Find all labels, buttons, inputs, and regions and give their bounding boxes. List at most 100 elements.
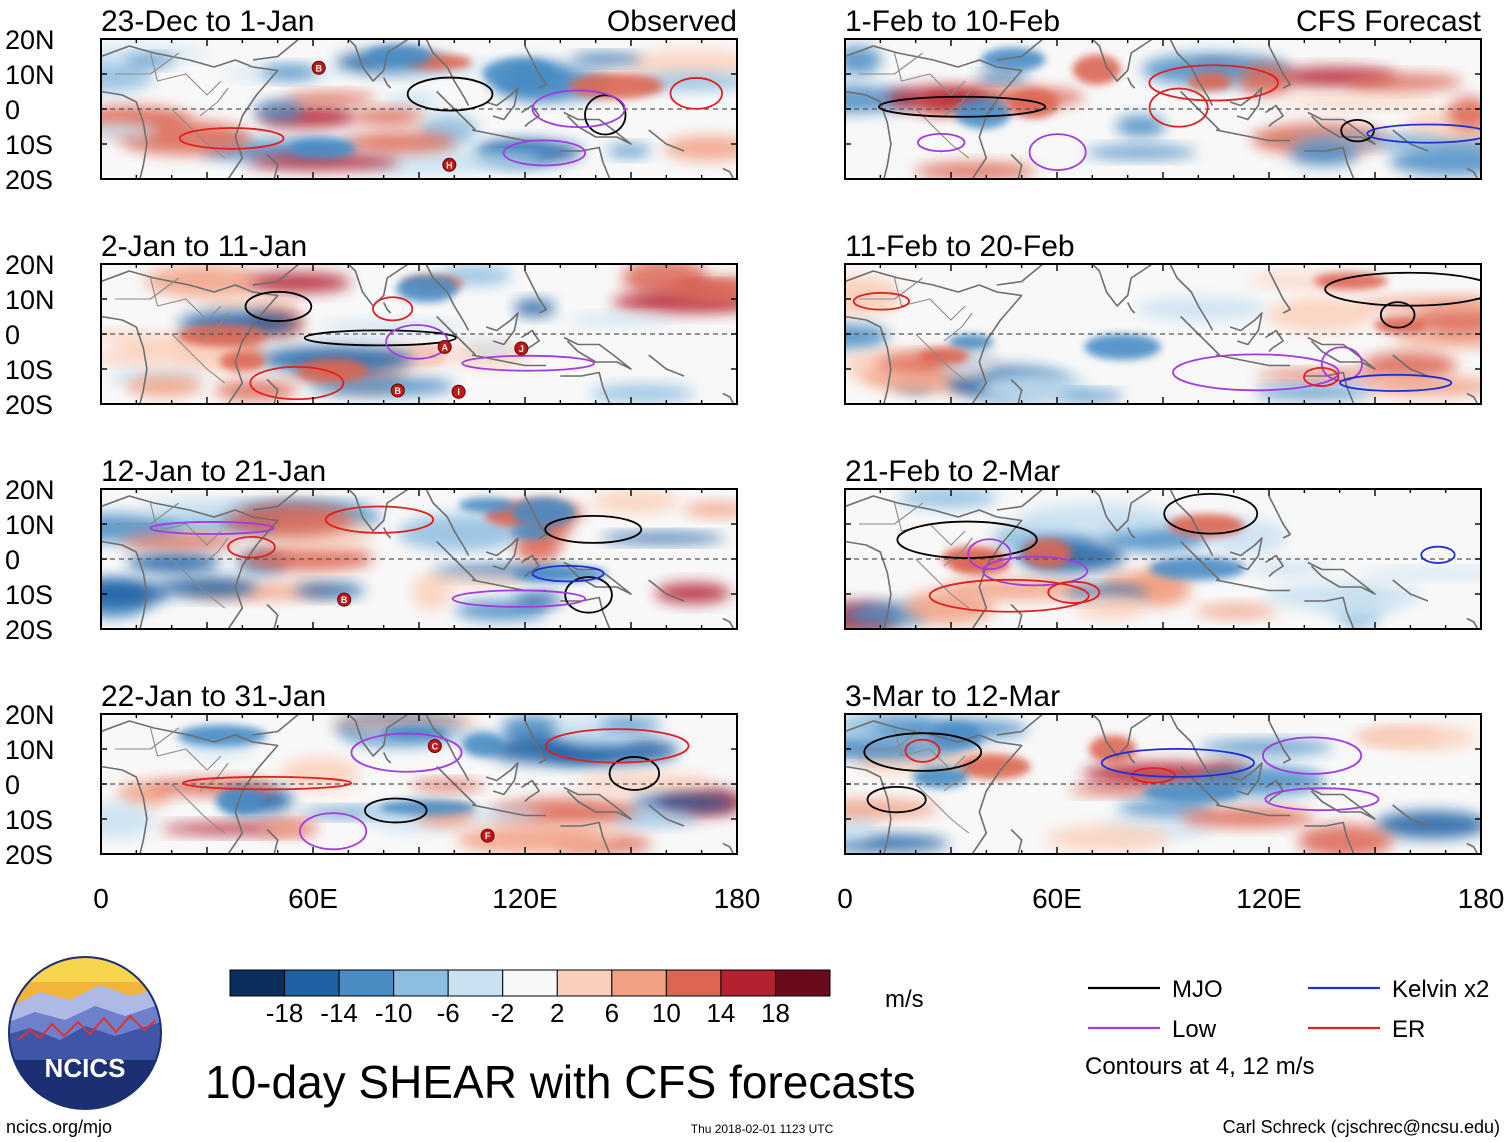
colorbar-swatch	[611, 969, 667, 997]
lat-tick-label: 10N	[5, 60, 55, 90]
map-panel: 1-Feb to 10-Feb CFS Forecast	[844, 5, 1482, 180]
svg-text:Low: Low	[1172, 1016, 1217, 1043]
lon-tick-label: 180	[714, 883, 761, 914]
lat-tick-label: 10N	[5, 510, 55, 540]
lon-tick-label: 120E	[1236, 883, 1301, 914]
storm-marker: A	[437, 339, 452, 354]
colorbar-tick-label: -10	[375, 998, 413, 1028]
svg-text:I: I	[457, 387, 460, 397]
colorbar-swatch	[284, 969, 340, 997]
colorbar-swatch	[556, 969, 613, 997]
svg-text:C: C	[432, 742, 439, 752]
lat-tick-label: 10S	[5, 580, 53, 610]
storm-marker: I	[451, 384, 466, 399]
lat-tick-label: 10N	[5, 735, 55, 765]
colorbar-tick-label: 18	[761, 998, 790, 1028]
svg-text:H: H	[446, 160, 453, 170]
footer-timestamp: Thu 2018-02-01 1123 UTC	[691, 1122, 834, 1136]
lat-tick-label: 20S	[5, 390, 53, 420]
legend-item: Low	[1088, 1016, 1217, 1043]
footer-url[interactable]: ncics.org/mjo	[6, 1117, 112, 1137]
colorbar-swatch	[774, 969, 831, 997]
svg-text:B: B	[341, 595, 348, 605]
panel-period-label: 2-Jan to 11-Jan	[101, 230, 307, 263]
svg-text:J: J	[519, 344, 524, 354]
storm-marker: H	[442, 157, 457, 172]
svg-text:Kelvin x2: Kelvin x2	[1392, 976, 1489, 1003]
panel-period-label: 11-Feb to 20-Feb	[845, 230, 1075, 263]
colorbar-tick-label: 2	[550, 998, 564, 1028]
colorbar-swatch	[665, 969, 722, 997]
lon-tick-label: 60E	[288, 883, 338, 914]
logo-text: NCICS	[45, 1053, 126, 1083]
storm-marker: F	[480, 828, 495, 843]
colorbar-swatch	[502, 969, 558, 997]
panel-period-label: 21-Feb to 2-Mar	[845, 455, 1060, 488]
legend-item: MJO	[1088, 976, 1223, 1003]
colorbar-tick-label: 10	[652, 998, 681, 1028]
map-panel: 3-Mar to 12-Mar	[844, 680, 1482, 855]
legend-item: ER	[1308, 1016, 1425, 1043]
lat-tick-label: 0	[5, 320, 20, 350]
lon-tick-label: 0	[93, 883, 109, 914]
storm-marker: B	[337, 592, 352, 607]
svg-text:B: B	[395, 386, 402, 396]
colorbar-swatch	[447, 969, 504, 997]
lat-tick-label: 10N	[5, 285, 55, 315]
map-panel: B 12-Jan to 21-Jan	[100, 455, 738, 630]
lat-tick-label: 20N	[5, 25, 55, 55]
ncics-logo: NCICS	[8, 956, 162, 1110]
map-panel: B A I J 2-Jan to 11-Jan	[100, 230, 738, 405]
colorbar-swatch	[393, 969, 449, 997]
panel-period-label: 12-Jan to 21-Jan	[101, 455, 326, 488]
colorbar-tick-label: 6	[605, 998, 619, 1028]
colorbar-tick-label: -14	[320, 998, 358, 1028]
axes: 20N 10N 0 10S 20S 20N 10N 0 10S 20S 20N 10N 0 10S 20S 2…	[5, 25, 1504, 914]
colorbar-tick-label: -6	[437, 998, 460, 1028]
lat-tick-label: 20S	[5, 165, 53, 195]
colorbar-swatch	[720, 969, 776, 997]
chart-title: 10-day SHEAR with CFS forecasts	[205, 1056, 916, 1108]
lat-tick-label: 10S	[5, 355, 53, 385]
lat-tick-label: 0	[5, 95, 20, 125]
storm-marker: J	[514, 341, 529, 356]
lat-tick-label: 20N	[5, 250, 55, 280]
lon-tick-label: 0	[837, 883, 853, 914]
lat-tick-label: 10S	[5, 805, 53, 835]
map-panel: 11-Feb to 20-Feb	[844, 230, 1482, 405]
colorbar-unit: m/s	[885, 986, 924, 1013]
lat-tick-label: 0	[5, 770, 20, 800]
lat-tick-label: 20N	[5, 700, 55, 730]
map-panel: C F 22-Jan to 31-Jan	[100, 680, 738, 855]
lat-tick-label: 0	[5, 545, 20, 575]
lon-tick-label: 180	[1458, 883, 1505, 914]
colorbar-tick-label: -2	[491, 998, 514, 1028]
footer-author: Carl Schreck (cjschrec@ncsu.edu)	[1223, 1117, 1500, 1137]
svg-text:F: F	[485, 831, 491, 841]
colorbar: -18 -14 -10 -6 -2 2 6 10 14 18	[229, 969, 831, 1028]
colorbar-swatch	[229, 969, 286, 997]
panel-period-label: 22-Jan to 31-Jan	[101, 680, 326, 713]
colorbar-swatch	[338, 969, 395, 997]
panel-period-label: 3-Mar to 12-Mar	[845, 680, 1060, 713]
lat-tick-label: 20S	[5, 840, 53, 870]
svg-text:A: A	[441, 342, 448, 352]
svg-text:MJO: MJO	[1172, 976, 1223, 1003]
legend-item: Kelvin x2	[1308, 976, 1489, 1003]
storm-marker: B	[390, 383, 405, 398]
map-panels: B H 23-Dec to 1-Jan Observed B A I J 2-Jan to 11…	[100, 5, 1482, 855]
panel-period-label: 23-Dec to 1-Jan	[101, 5, 314, 38]
panel-source-label: Observed	[607, 5, 737, 38]
storm-marker: C	[427, 739, 442, 754]
colorbar-tick-label: 14	[706, 998, 735, 1028]
panel-period-label: 1-Feb to 10-Feb	[845, 5, 1060, 38]
map-panel: 21-Feb to 2-Mar	[844, 455, 1482, 630]
lat-tick-label: 10S	[5, 130, 53, 160]
legend: MJO Kelvin x2 Low ER	[1088, 976, 1489, 1043]
svg-text:B: B	[315, 63, 322, 73]
panel-source-label: CFS Forecast	[1296, 5, 1482, 38]
lat-tick-label: 20N	[5, 475, 55, 505]
lat-tick-label: 20S	[5, 615, 53, 645]
lon-tick-label: 60E	[1032, 883, 1082, 914]
